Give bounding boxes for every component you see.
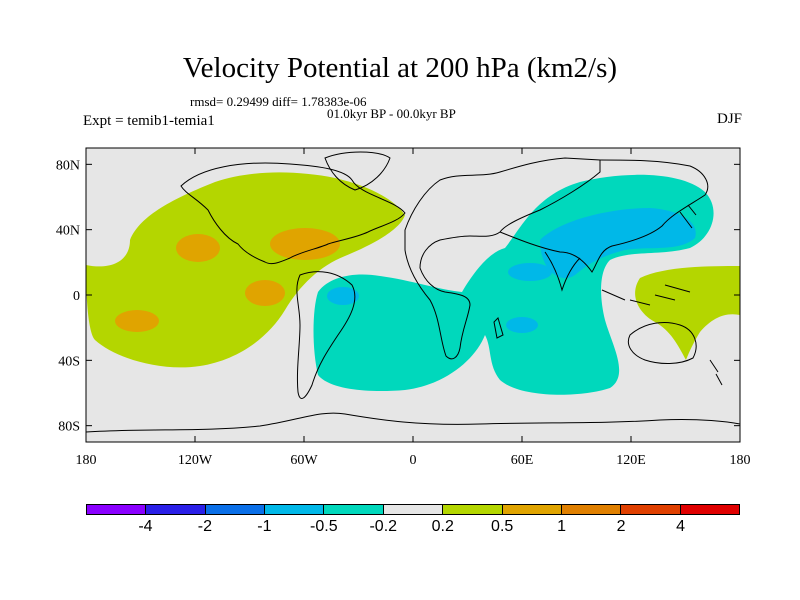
negative-core-brazil xyxy=(327,287,359,305)
y-tick-label: 40S xyxy=(58,354,80,369)
colorbar-label: 1 xyxy=(557,518,567,535)
colorbar-label: 4 xyxy=(676,518,685,535)
coastline-europe-africa xyxy=(404,157,601,360)
colorbar-segment xyxy=(502,505,562,514)
coastline-north-america xyxy=(180,162,406,265)
colorbar-segment xyxy=(443,505,503,514)
coastline-greenland xyxy=(324,151,391,191)
coastline-antarctica xyxy=(86,412,740,433)
x-tick-label: 120W xyxy=(178,453,213,468)
coastline-japan xyxy=(679,204,697,229)
colorbar-label: -0.5 xyxy=(310,518,338,535)
positive-region-west-pacific xyxy=(635,266,740,360)
positive-core-south-pacific xyxy=(115,310,159,332)
y-tick-label: 80N xyxy=(56,158,80,173)
negative-core-north-africa xyxy=(508,263,552,281)
coastline-asia xyxy=(499,159,709,273)
coastline-south-america xyxy=(296,271,356,399)
colorbar-segment xyxy=(265,505,325,514)
colorbar-segment xyxy=(680,505,739,514)
x-tick-label: 0 xyxy=(410,453,417,468)
season-label: DJF xyxy=(716,111,742,127)
coastline-india xyxy=(544,251,581,292)
y-axis-ticks: 80N 40N 0 40S 80S xyxy=(56,158,740,435)
x-tick-label: 60E xyxy=(511,453,534,468)
stats-line: rmsd= 0.29499 diff= 1.78383e-06 xyxy=(190,94,367,109)
colorbar xyxy=(86,504,740,515)
colorbar-segment xyxy=(561,505,622,514)
x-tick-label: 60W xyxy=(290,453,318,468)
coastline-indonesia xyxy=(601,284,691,306)
colorbar-label: -1 xyxy=(257,518,272,535)
colorbar-segment xyxy=(146,505,206,514)
negative-core-indian-ocean xyxy=(506,317,538,333)
contour-fields xyxy=(86,172,740,395)
colorbar-segment xyxy=(383,505,444,514)
colorbar-segment xyxy=(87,505,147,514)
colorbar-label: -4 xyxy=(138,518,153,535)
negative-core-asia xyxy=(540,208,696,279)
page-title: Velocity Potential at 200 hPa (km2/s) xyxy=(182,52,618,84)
positive-region-pacific xyxy=(86,172,405,368)
positive-core-south-america xyxy=(245,280,285,306)
positive-core-caribbean xyxy=(270,228,340,260)
y-tick-label: 0 xyxy=(73,289,80,304)
colorbar-label: -2 xyxy=(197,518,213,535)
experiment-label: Expt = temib1-temia1 xyxy=(83,113,215,129)
colorbar-label: 0.2 xyxy=(431,518,454,535)
colorbar-label: -0.2 xyxy=(369,518,398,535)
y-tick-label: 80S xyxy=(58,420,80,435)
colorbar-label: 0.5 xyxy=(491,518,514,535)
colorbar-segment xyxy=(621,505,681,514)
period-line: 01.0kyr BP - 00.0kyr BP xyxy=(327,106,456,121)
x-tick-label: 180 xyxy=(76,453,97,468)
colorbar-label: 2 xyxy=(616,518,626,535)
y-tick-label: 40N xyxy=(56,224,80,239)
colorbar-segment xyxy=(324,505,384,514)
coastlines xyxy=(86,151,740,433)
coastline-australia xyxy=(627,322,697,364)
positive-core-eastern-pacific xyxy=(176,234,220,262)
coastline-new-zealand xyxy=(709,359,723,386)
colorbar-segment xyxy=(205,505,266,514)
coastline-madagascar xyxy=(493,317,504,339)
x-axis-ticks: 180 120W 60W 0 60E 120E 180 xyxy=(76,148,751,468)
x-tick-label: 120E xyxy=(616,453,646,468)
x-tick-label: 180 xyxy=(730,453,751,468)
